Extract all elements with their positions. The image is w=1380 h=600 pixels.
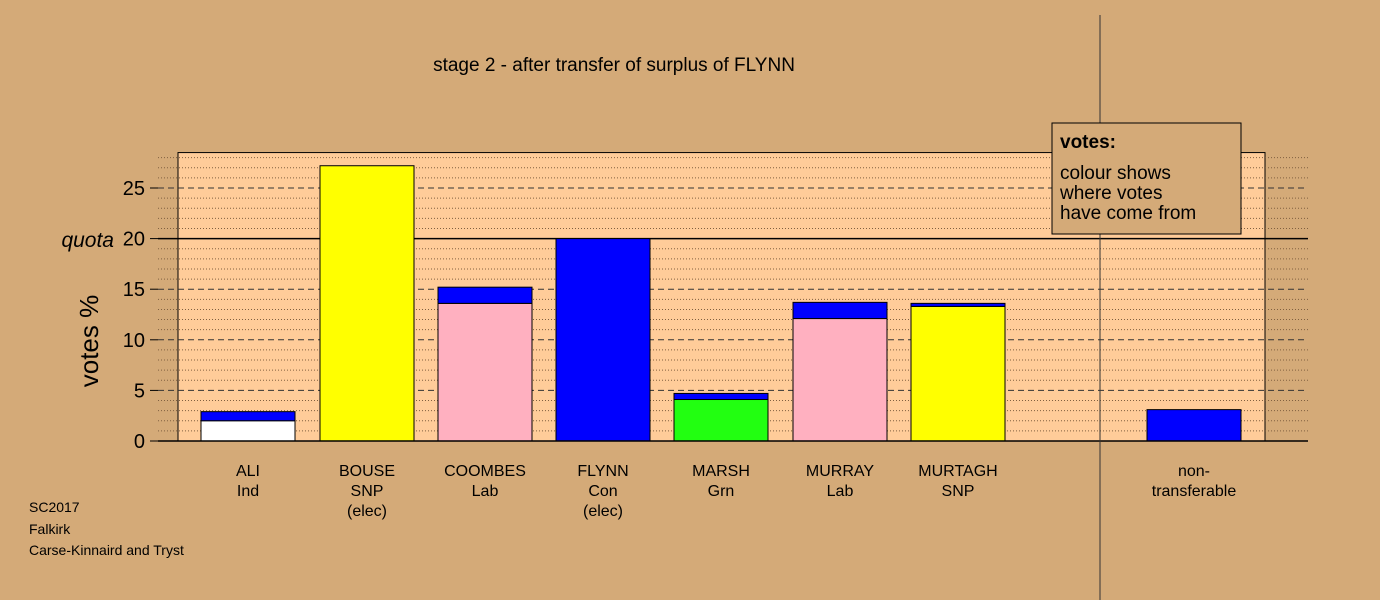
legend-line-1: colour shows <box>1060 163 1171 184</box>
category-label: MURRAY <box>806 463 874 480</box>
legend-box: votes: colour shows where votes have com… <box>1051 122 1242 235</box>
category-label: (elec) <box>347 503 387 520</box>
bar-segment <box>200 420 296 442</box>
category-label: Grn <box>708 483 735 500</box>
category-label: Lab <box>472 483 499 500</box>
footer-line-2: Falkirk <box>29 521 71 537</box>
category-label: COOMBES <box>444 463 526 480</box>
y-tick-label: 10 <box>123 330 145 352</box>
legend-line-2: where votes <box>1059 183 1162 204</box>
bar-segment <box>673 392 769 401</box>
y-tick-label: 5 <box>134 380 145 402</box>
bar-segment <box>555 238 651 442</box>
bar-segment <box>1146 409 1242 442</box>
y-tick-label: 0 <box>134 431 145 453</box>
category-label: FLYNN <box>577 463 628 480</box>
category-label: SNP <box>942 483 975 500</box>
category-label: Con <box>588 483 617 500</box>
category-label: non- <box>1178 463 1210 480</box>
chart-title: stage 2 - after transfer of surplus of F… <box>433 55 795 76</box>
bar-segment <box>673 399 769 442</box>
category-label: (elec) <box>583 503 623 520</box>
category-label: ALI <box>236 463 260 480</box>
bar-segment <box>437 302 533 442</box>
legend-line-3: have come from <box>1060 203 1196 224</box>
y-tick-label: 20 <box>123 229 145 251</box>
bar-segment <box>437 286 533 304</box>
y-tick-label: 25 <box>123 178 145 200</box>
y-tick-label: 15 <box>123 279 145 301</box>
category-label: Lab <box>827 483 854 500</box>
category-label: MURTAGH <box>918 463 997 480</box>
footer-line-3: Carse-Kinnaird and Tryst <box>29 542 184 558</box>
bar-segment <box>910 305 1006 442</box>
category-label: SNP <box>351 483 384 500</box>
y-axis-label: votes % <box>74 295 104 388</box>
category-label: MARSH <box>692 463 750 480</box>
category-label: Ind <box>237 483 259 500</box>
footer-line-1: SC2017 <box>29 499 80 515</box>
bar-segment <box>792 301 888 320</box>
bar-segment <box>319 165 415 442</box>
legend-title: votes: <box>1060 132 1116 153</box>
category-label: BOUSE <box>339 463 395 480</box>
bar-segment <box>792 318 888 442</box>
legend-frame <box>1051 122 1242 235</box>
category-label: transferable <box>1152 483 1237 500</box>
bar-segment <box>200 411 296 422</box>
bar-segment <box>910 302 1006 307</box>
quota-label: quota <box>61 229 114 252</box>
